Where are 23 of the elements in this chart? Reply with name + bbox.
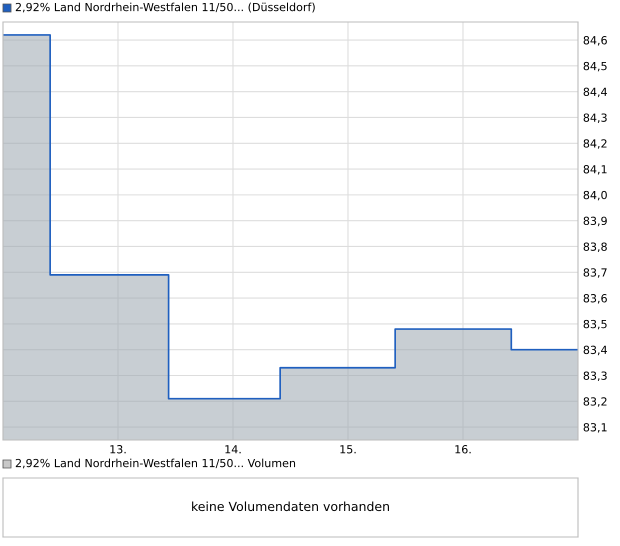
y-tick-label: 84,0 <box>584 190 607 200</box>
x-tick-label: 14. <box>225 445 241 454</box>
legend-label: 2,92% Land Nordrhein-Westfalen 11/50... Volumen <box>16 458 296 468</box>
y-tick-label: 84,3 <box>584 113 607 123</box>
y-tick-label: 84,6 <box>584 36 607 46</box>
y-tick-label: 83,3 <box>584 371 607 382</box>
y-tick-label: 84,5 <box>584 62 607 72</box>
y-tick-label: 83,9 <box>584 216 607 226</box>
y-tick-label: 83,4 <box>584 346 607 356</box>
y-tick-label: 83,5 <box>584 320 607 330</box>
legend-label: 2,92% Land Nordrhein-Westfalen 11/50... (Düsseldorf) <box>16 2 315 13</box>
x-tick-label: 16. <box>455 445 471 454</box>
y-tick-label: 84,2 <box>584 139 606 149</box>
x-tick-label: 13. <box>110 445 126 454</box>
y-tick-label: 83,7 <box>584 268 607 278</box>
y-tick-label: 84,4 <box>584 88 607 98</box>
y-tick-label: 83,2 <box>584 397 606 407</box>
text: keine Volumendaten vorhanden <box>192 501 389 512</box>
y-tick-label: 84,1 <box>584 165 607 175</box>
y-tick-label: 83,6 <box>584 294 607 304</box>
y-tick-label: 83,1 <box>584 423 607 433</box>
y-tick-label: 83,8 <box>584 242 607 252</box>
x-tick-label: 15. <box>340 445 356 454</box>
